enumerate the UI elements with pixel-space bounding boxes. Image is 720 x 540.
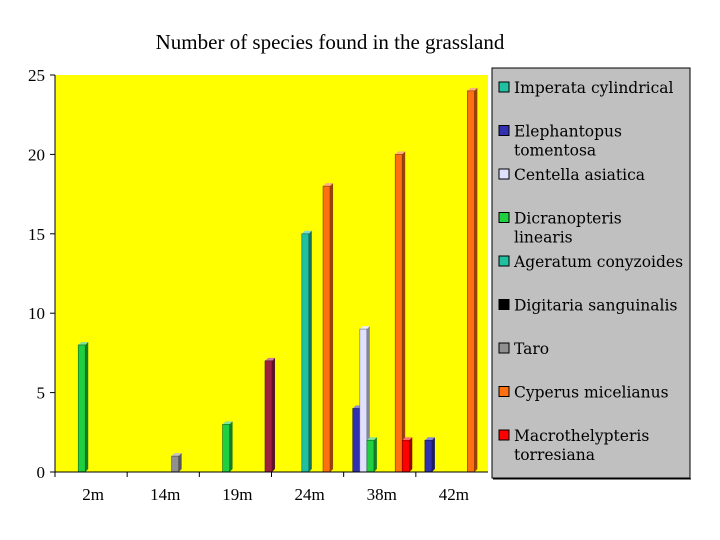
y-tick-label: 5	[37, 384, 46, 403]
legend-entry: Centella asiatica	[498, 166, 645, 184]
x-tick-label: 14m	[150, 485, 180, 504]
legend-swatch	[498, 255, 510, 267]
legend-label: Centella asiatica	[514, 166, 645, 184]
x-tick-label: 24m	[294, 485, 324, 504]
legend-swatch	[498, 125, 510, 136]
legend-swatch	[498, 299, 510, 310]
legend-swatch	[498, 429, 510, 441]
bar	[77, 341, 89, 473]
x-tick-label: 19m	[222, 485, 252, 504]
x-tick-label: 42m	[439, 485, 469, 504]
legend-entry: Taro	[498, 340, 549, 358]
legend-label: Elephantopus tomentosa	[514, 123, 622, 160]
bar	[424, 437, 435, 473]
y-tick-label: 10	[28, 304, 45, 323]
legend-label: Cyperus micelianus	[514, 384, 669, 402]
legend-entry: Elephantopus tomentosa	[498, 123, 622, 160]
legend-swatch	[498, 212, 510, 223]
legend-swatch	[498, 81, 510, 93]
legend-swatch	[498, 386, 510, 397]
bar	[359, 326, 370, 473]
bar	[301, 230, 312, 473]
legend-entry: Imperata cylindrical	[498, 79, 674, 97]
legend-label: Imperata cylindrical	[514, 79, 674, 97]
legend-label: Macrothelypteris torresiana	[514, 427, 649, 464]
y-tick-label: 25	[28, 66, 45, 85]
bar	[366, 437, 377, 473]
x-tick-label: 2m	[82, 485, 104, 504]
bar	[467, 87, 478, 473]
bar	[394, 151, 406, 473]
legend-entry: Dicranopteris linearis	[498, 210, 622, 247]
legend-label: Taro	[514, 340, 549, 358]
legend-swatch	[498, 168, 510, 180]
legend-label: Dicranopteris linearis	[514, 210, 622, 247]
bar	[401, 437, 413, 473]
legend-entry: Digitaria sanguinalis	[498, 297, 677, 315]
legend-entry: Ageratum conyzoides	[498, 253, 683, 271]
legend-entry: Macrothelypteris torresiana	[498, 427, 649, 464]
y-tick-label: 20	[28, 145, 45, 164]
legend: Imperata cylindrical Elephantopus tomentos…	[491, 67, 691, 480]
bar	[322, 183, 334, 473]
bars	[77, 87, 478, 473]
y-tick-label: 15	[28, 225, 45, 244]
chart-title: Number of species found in the grassland	[155, 30, 505, 54]
bar	[222, 421, 233, 473]
bar	[264, 357, 276, 473]
y-tick-label: 0	[37, 463, 46, 482]
bar	[171, 453, 182, 473]
legend-entry: Cyperus micelianus	[498, 384, 669, 402]
legend-label: Ageratum conyzoides	[513, 253, 683, 271]
legend-label: Digitaria sanguinalis	[514, 297, 677, 315]
axes: 0 5 10 15 20 25 2m 14m 19m 24m 38m 42m	[28, 66, 488, 504]
x-tick-label: 38m	[367, 485, 397, 504]
legend-swatch	[498, 342, 510, 354]
legend-box	[491, 67, 691, 479]
